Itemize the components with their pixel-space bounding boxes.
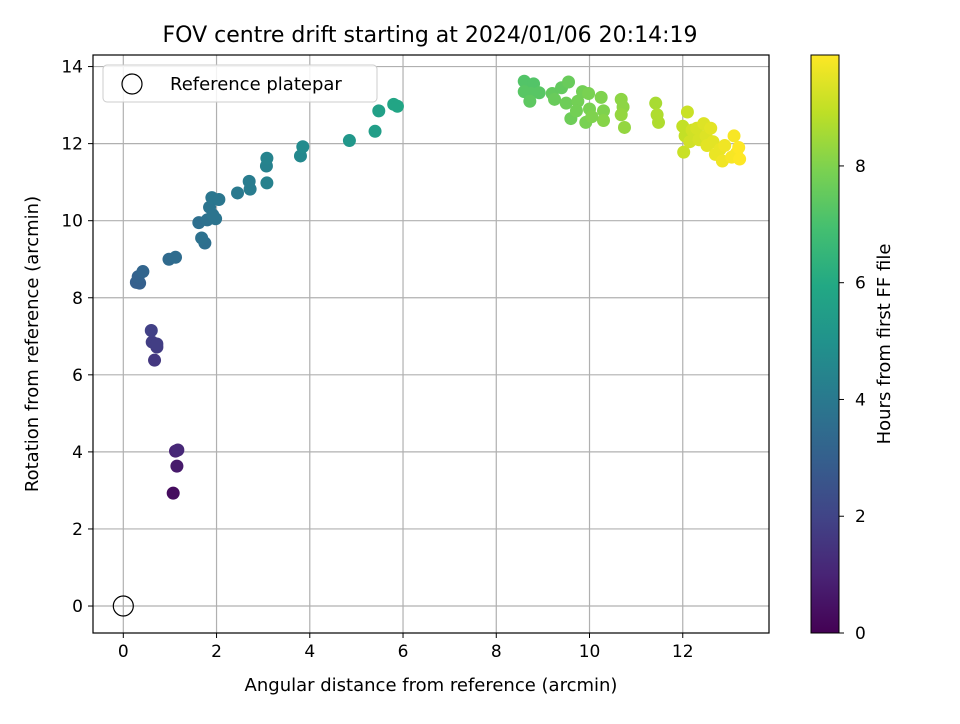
data-point (569, 104, 583, 118)
data-point (144, 324, 158, 338)
data-point (523, 94, 537, 108)
data-point (150, 337, 164, 351)
y-tick-label: 4 (72, 443, 83, 463)
data-point (342, 134, 356, 148)
x-tick-label: 12 (672, 642, 694, 662)
data-point (718, 139, 732, 153)
data-point (594, 90, 608, 104)
legend-entry-label: Reference platepar (170, 74, 342, 95)
data-point (296, 140, 310, 154)
data-point (617, 120, 631, 134)
x-tick-label: 10 (579, 642, 601, 662)
chart-title: FOV centre drift starting at 2024/01/06 … (163, 23, 698, 48)
x-tick-label: 8 (491, 642, 502, 662)
data-point (372, 104, 386, 118)
legend-marker-icon (121, 73, 143, 95)
data-point (170, 459, 184, 473)
data-point (148, 353, 162, 367)
data-point (532, 86, 546, 100)
x-axis-label: Angular distance from reference (arcmin) (245, 675, 618, 696)
x-tick-label: 2 (211, 642, 222, 662)
reference-point (112, 595, 134, 617)
x-axis-ticks: 0 2 4 6 8 10 12 (118, 633, 694, 662)
colorbar-gradient (810, 54, 840, 634)
plot-frame (92, 54, 770, 634)
legend-box (102, 64, 378, 103)
data-point (559, 96, 573, 110)
colorbar-label: Hours from first FF file (874, 244, 895, 445)
data-point (209, 212, 223, 226)
data-point (727, 129, 741, 143)
y-axis-ticks: 0 2 4 6 8 10 12 14 (61, 58, 93, 617)
data-point (680, 105, 694, 119)
data-point (171, 443, 185, 457)
grid-lines (93, 55, 769, 633)
reference-marker (112, 595, 134, 617)
data-point (368, 124, 382, 138)
data-point (649, 96, 663, 110)
data-point (733, 152, 747, 166)
y-tick-label: 14 (61, 58, 83, 78)
data-point (169, 250, 183, 264)
colorbar-tick-label: 4 (855, 390, 866, 410)
data-point (548, 92, 562, 106)
data-point (260, 151, 274, 165)
data-point (260, 176, 274, 190)
data-point (704, 121, 718, 135)
data-point (596, 104, 610, 118)
x-tick-label: 4 (304, 642, 315, 662)
data-point (136, 265, 150, 279)
legend: Reference platepar (102, 64, 378, 103)
data-point (166, 486, 180, 500)
colorbar-tick-label: 8 (855, 157, 866, 177)
colorbar: 0 2 4 6 8 Hours from first FF file (810, 54, 895, 644)
y-tick-label: 2 (72, 520, 83, 540)
data-point (242, 174, 256, 188)
data-points (129, 74, 747, 500)
y-tick-label: 12 (61, 135, 83, 155)
y-axis-label: Rotation from reference (arcmin) (22, 196, 43, 492)
data-point (732, 140, 746, 154)
colorbar-tick-label: 0 (855, 624, 866, 644)
data-point (614, 108, 628, 122)
colorbar-tick-label: 2 (855, 507, 866, 527)
data-point (585, 110, 599, 124)
y-tick-label: 0 (72, 597, 83, 617)
data-point (231, 186, 245, 200)
colorbar-tick-label: 6 (855, 274, 866, 294)
y-tick-label: 6 (72, 366, 83, 386)
data-point (677, 145, 691, 159)
y-tick-label: 10 (61, 212, 83, 232)
data-point (571, 94, 585, 108)
x-tick-label: 6 (398, 642, 409, 662)
data-point (596, 114, 610, 128)
colorbar-ticks: 0 2 4 6 8 (839, 157, 866, 644)
data-point (195, 231, 209, 245)
data-point (562, 75, 576, 89)
data-point (652, 115, 666, 129)
data-point (390, 99, 404, 113)
x-tick-label: 0 (118, 642, 129, 662)
data-point (582, 87, 596, 101)
y-tick-label: 8 (72, 289, 83, 309)
data-point (212, 193, 226, 206)
